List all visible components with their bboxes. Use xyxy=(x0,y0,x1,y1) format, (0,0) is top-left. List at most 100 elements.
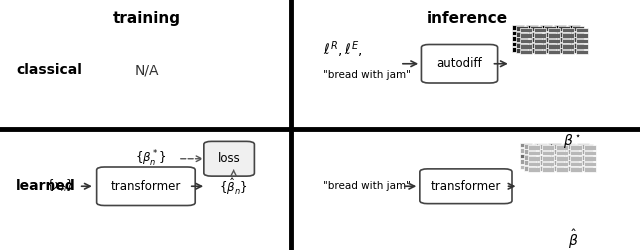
Text: transformer: transformer xyxy=(111,180,181,193)
Bar xyxy=(558,38,570,42)
Bar xyxy=(572,26,584,31)
Bar xyxy=(577,143,589,148)
Bar xyxy=(548,39,560,44)
Bar xyxy=(542,167,554,172)
Bar xyxy=(576,50,588,54)
Text: autodiff: autodiff xyxy=(436,57,483,70)
Bar xyxy=(538,155,550,160)
Bar xyxy=(577,154,589,158)
Bar xyxy=(538,150,550,154)
Bar xyxy=(540,25,552,30)
Bar xyxy=(530,38,542,42)
Bar xyxy=(526,47,538,52)
Text: $\{x_n\}$: $\{x_n\}$ xyxy=(45,178,74,194)
Bar xyxy=(570,156,582,161)
Bar xyxy=(552,160,564,165)
Bar xyxy=(542,162,554,166)
Text: training: training xyxy=(113,11,181,26)
Bar xyxy=(542,145,554,150)
Bar xyxy=(520,148,532,153)
Bar xyxy=(528,162,540,166)
Bar xyxy=(566,166,579,171)
Bar xyxy=(577,148,589,153)
Bar xyxy=(554,36,566,41)
Bar xyxy=(534,154,547,158)
Bar xyxy=(562,28,574,32)
Bar xyxy=(562,39,574,44)
Bar xyxy=(542,151,554,156)
Bar xyxy=(534,50,546,54)
Bar xyxy=(580,155,593,160)
Bar xyxy=(544,26,556,31)
Bar xyxy=(528,167,540,172)
Bar xyxy=(516,48,528,53)
Bar xyxy=(520,39,532,44)
Bar xyxy=(534,159,547,164)
Text: classical: classical xyxy=(16,63,82,77)
Bar xyxy=(568,36,580,41)
Bar xyxy=(568,47,580,52)
Bar xyxy=(556,156,568,161)
Bar xyxy=(584,145,596,150)
Bar xyxy=(538,166,550,171)
Bar xyxy=(526,42,538,46)
Bar xyxy=(572,48,584,53)
Bar xyxy=(524,160,536,165)
Bar xyxy=(512,47,524,52)
Bar xyxy=(558,48,570,53)
Bar xyxy=(566,150,579,154)
Bar xyxy=(558,26,570,31)
Bar xyxy=(534,28,546,32)
Bar xyxy=(516,43,528,48)
Bar xyxy=(520,165,532,170)
Bar xyxy=(570,162,582,166)
FancyBboxPatch shape xyxy=(420,169,512,203)
Bar xyxy=(576,28,588,32)
Bar xyxy=(530,48,542,53)
Bar xyxy=(520,154,532,158)
Bar xyxy=(563,159,575,164)
Bar xyxy=(516,26,528,31)
Bar xyxy=(566,144,579,149)
Text: $\hat{\beta}$: $\hat{\beta}$ xyxy=(568,228,578,250)
Bar xyxy=(540,36,552,41)
Bar xyxy=(548,33,560,38)
Bar xyxy=(516,38,528,42)
Text: inference: inference xyxy=(427,11,508,26)
Bar xyxy=(556,167,568,172)
FancyBboxPatch shape xyxy=(97,167,195,205)
Bar xyxy=(570,145,582,150)
Bar xyxy=(534,165,547,170)
Bar xyxy=(530,26,542,31)
Bar xyxy=(584,162,596,166)
Bar xyxy=(538,160,550,165)
Bar xyxy=(544,48,556,53)
Bar xyxy=(516,32,528,37)
Bar xyxy=(570,167,582,172)
Bar xyxy=(526,36,538,41)
Bar xyxy=(534,148,547,153)
Bar xyxy=(544,43,556,48)
Bar xyxy=(520,28,532,32)
Bar xyxy=(562,50,574,54)
Text: $\beta^\star$: $\beta^\star$ xyxy=(563,132,582,151)
Bar xyxy=(580,150,593,154)
Bar xyxy=(526,31,538,36)
Bar xyxy=(520,33,532,38)
Bar xyxy=(584,156,596,161)
Bar xyxy=(562,33,574,38)
Bar xyxy=(576,44,588,49)
Bar xyxy=(552,155,564,160)
Bar xyxy=(572,43,584,48)
Bar xyxy=(558,32,570,37)
Bar xyxy=(540,47,552,52)
Bar xyxy=(524,144,536,149)
Bar xyxy=(576,39,588,44)
Bar xyxy=(548,44,560,49)
Bar xyxy=(542,156,554,161)
Bar xyxy=(580,160,593,165)
Bar xyxy=(530,32,542,37)
Bar xyxy=(554,42,566,46)
Bar xyxy=(556,145,568,150)
Bar xyxy=(548,50,560,54)
